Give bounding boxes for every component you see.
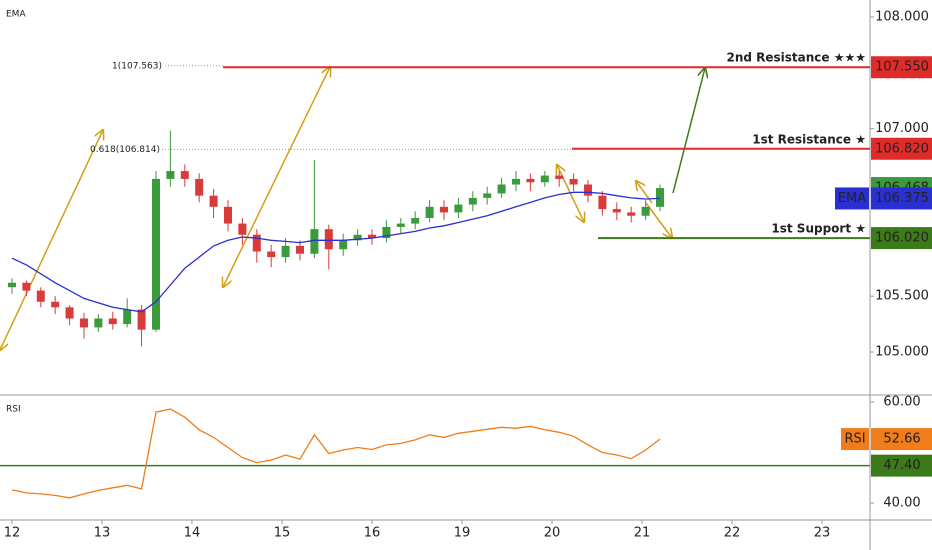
x-tick-label: 12	[4, 526, 21, 541]
candle-body	[454, 204, 463, 213]
candle-body	[512, 178, 521, 185]
candle-body	[656, 188, 665, 207]
price-box	[871, 428, 932, 451]
indicator-label: EMA	[6, 10, 26, 20]
candle-body	[151, 178, 160, 330]
ema-line	[11, 191, 661, 313]
x-tick-label: 21	[634, 526, 651, 541]
indicator-box	[835, 187, 869, 210]
price-box	[871, 137, 932, 160]
candle-body	[324, 229, 333, 250]
rsi-line	[11, 408, 661, 499]
y-tick-label: 105.000	[875, 345, 929, 360]
candle-body	[7, 282, 16, 288]
candle-body	[367, 234, 376, 239]
arrows	[0, 67, 705, 350]
candle-body	[627, 212, 636, 216]
candle-body	[411, 217, 420, 224]
candle-body	[252, 234, 261, 252]
candle-body	[468, 197, 477, 205]
price-box	[871, 56, 932, 79]
indicator-name: RSI	[844, 432, 865, 447]
candle-body	[223, 206, 232, 224]
candle-body	[483, 193, 492, 198]
x-tick-label: 19	[454, 526, 471, 541]
candle-body	[123, 309, 132, 325]
candle-body	[180, 171, 189, 179]
indicator-name: EMA	[838, 191, 866, 206]
arrow	[645, 202, 672, 238]
candle-body	[396, 223, 405, 227]
price-label: 47.40	[883, 458, 920, 473]
candle-body	[65, 307, 74, 319]
candle-body	[195, 178, 204, 196]
candle-body	[526, 178, 535, 183]
candle-body	[555, 175, 564, 179]
candle-body	[353, 234, 362, 241]
candle-body	[540, 175, 549, 183]
candle-body	[22, 282, 31, 291]
candle-body	[440, 206, 449, 213]
candle-body	[79, 318, 88, 328]
candle-body	[281, 245, 290, 258]
candle-body	[569, 178, 578, 185]
fib-label: 0.618(106.814)	[90, 145, 160, 155]
candle-body	[36, 290, 45, 302]
level-name: 1st Resistance ★	[752, 132, 866, 146]
y-tick-label: 40.00	[883, 495, 920, 510]
x-tick-label: 14	[184, 526, 201, 541]
price-label: 106.375	[875, 191, 929, 206]
level-name: 2nd Resistance ★★★	[726, 51, 866, 65]
price-box	[871, 187, 932, 210]
arrow	[0, 130, 103, 350]
indicator-box	[841, 428, 869, 451]
y-tick-label: 108.000	[875, 9, 929, 24]
price-box	[871, 454, 932, 477]
candle-body	[238, 223, 247, 235]
fib-label: 1(107.563)	[112, 61, 162, 71]
x-tick-label: 16	[364, 526, 381, 541]
price-box	[871, 227, 932, 250]
candle-body	[267, 251, 276, 258]
candle-body	[382, 226, 391, 239]
x-tick-label: 15	[274, 526, 291, 541]
indicator-label: RSI	[6, 405, 21, 415]
candle-body	[51, 301, 60, 308]
candle-body	[295, 245, 304, 254]
x-tick-label: 22	[724, 526, 741, 541]
y-tick-label: 107.000	[875, 121, 929, 136]
candle-body	[584, 184, 593, 196]
price-label: 106.820	[875, 141, 929, 156]
candle-body	[94, 318, 103, 328]
price-label: 52.66	[883, 432, 920, 447]
candle-body	[497, 184, 506, 194]
candle-body	[209, 195, 218, 207]
x-tick-label: 20	[544, 526, 561, 541]
arrow	[672, 68, 705, 194]
arrow	[223, 67, 330, 287]
candle-body	[339, 240, 348, 250]
candle-body	[425, 206, 434, 218]
candle-body	[598, 195, 607, 210]
candle-body	[310, 229, 319, 254]
y-tick-label: 105.500	[875, 289, 929, 304]
price-label: 106.020	[875, 231, 929, 246]
price-label: 107.550	[875, 60, 929, 75]
candle-body	[137, 309, 146, 330]
arrow	[557, 165, 584, 222]
candle-body	[108, 318, 117, 325]
candle-body	[166, 171, 175, 179]
x-tick-label: 23	[814, 526, 831, 541]
x-tick-label: 13	[94, 526, 111, 541]
level-name: 1st Support ★	[771, 222, 866, 236]
y-tick-label: 60.00	[883, 395, 920, 410]
arrow	[636, 181, 653, 204]
candle-body	[641, 206, 650, 216]
candle-body	[612, 209, 621, 213]
